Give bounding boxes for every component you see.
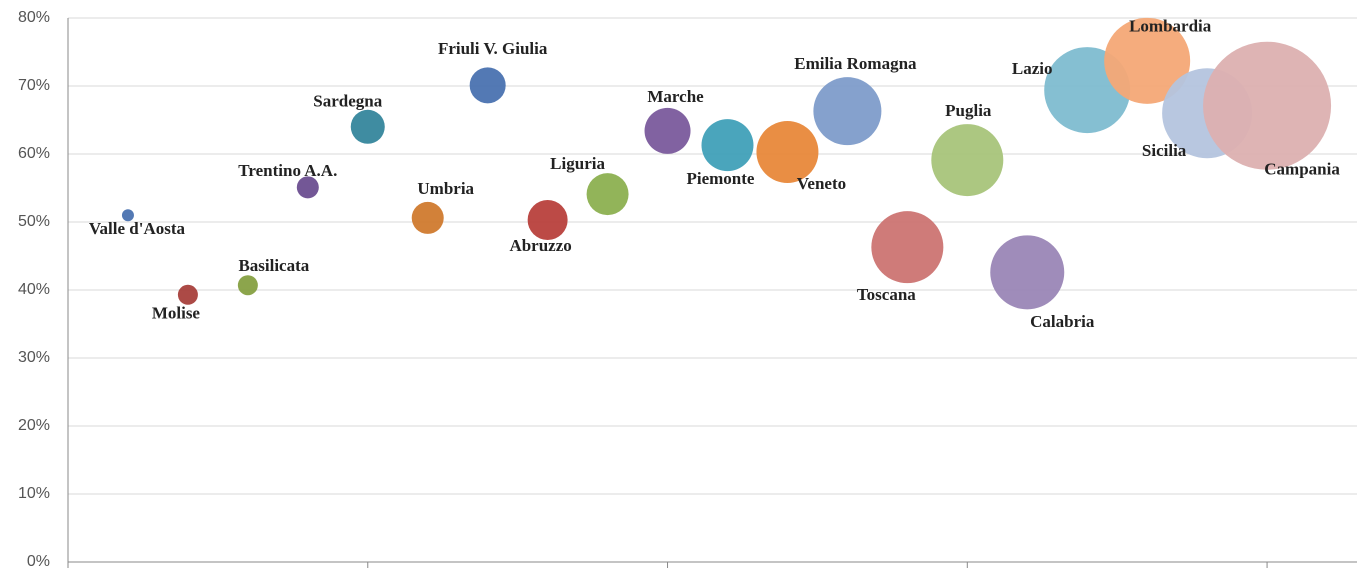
bubble-label: Sicilia: [1142, 141, 1187, 160]
bubble-label: Sardegna: [313, 92, 382, 111]
y-tick-label: 40%: [18, 281, 50, 298]
y-tick-label: 80%: [18, 9, 50, 26]
bubble: [469, 67, 506, 104]
y-tick-label: 20%: [18, 417, 50, 434]
bubble: [701, 119, 754, 172]
y-tick-label: 60%: [18, 145, 50, 162]
bubble: [586, 173, 629, 216]
bubble-label: Valle d'Aosta: [89, 219, 186, 238]
y-tick-label: 10%: [18, 485, 50, 502]
bubble-label: Piemonte: [686, 169, 754, 188]
bubble: [177, 284, 198, 305]
bubble: [1104, 17, 1191, 104]
bubble-label: Lombardia: [1129, 17, 1212, 36]
bubble: [527, 199, 568, 240]
bubble-label: Basilicata: [238, 256, 309, 275]
bubble: [931, 124, 1004, 197]
bubble: [411, 201, 444, 234]
bubble: [1203, 41, 1332, 170]
y-tick-label: 30%: [18, 349, 50, 366]
bubble-label: Campania: [1264, 160, 1340, 179]
y-tick-label: 50%: [18, 213, 50, 230]
bubble-label: Marche: [647, 87, 704, 106]
bubble-label: Emilia Romagna: [794, 54, 917, 73]
bubble: [296, 176, 319, 199]
bubble: [350, 109, 385, 144]
bubble: [756, 120, 819, 183]
bubble: [121, 209, 134, 222]
bubble: [237, 275, 258, 296]
bubble-label: Puglia: [945, 101, 992, 120]
bubble: [813, 77, 882, 146]
bubble-label: Calabria: [1030, 312, 1095, 331]
bubble-label: Umbria: [417, 179, 474, 198]
bubble: [990, 235, 1065, 310]
bubble-label: Toscana: [857, 285, 916, 304]
bubble-label: Abruzzo: [509, 236, 571, 255]
y-tick-label: 0%: [27, 553, 50, 570]
bubble-label: Liguria: [550, 154, 605, 173]
y-tick-label: 70%: [18, 77, 50, 94]
bubble-label: Friuli V. Giulia: [438, 39, 548, 58]
bubble-label: Molise: [152, 304, 201, 323]
bubble-label: Veneto: [797, 174, 846, 193]
bubble-label: Lazio: [1012, 59, 1053, 78]
bubble-label: Trentino A.A.: [238, 161, 337, 180]
bubble: [644, 107, 691, 154]
bubble: [871, 211, 944, 284]
